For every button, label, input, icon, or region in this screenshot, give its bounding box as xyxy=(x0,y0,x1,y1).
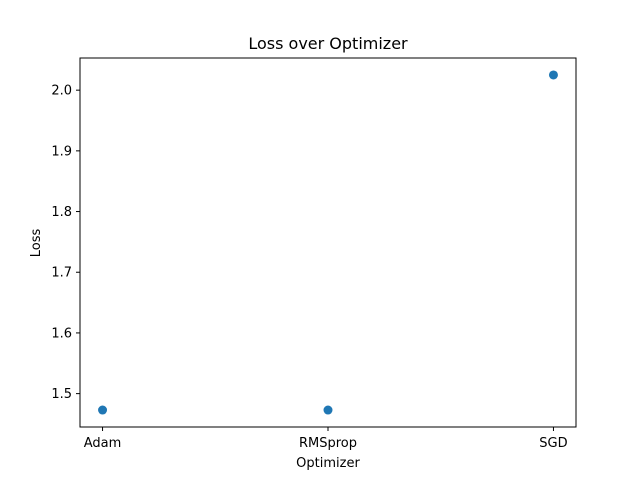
y-tick-label: 1.6 xyxy=(51,326,72,341)
data-points xyxy=(98,70,558,415)
y-tick-label: 1.7 xyxy=(51,266,72,281)
x-axis: Adam RMSprop SGD xyxy=(84,427,568,451)
x-tick-label: SGD xyxy=(539,436,567,451)
y-tick-label: 2.0 xyxy=(51,84,72,99)
plot-area xyxy=(79,57,577,428)
y-tick-label: 1.9 xyxy=(51,144,72,159)
data-point-adam xyxy=(98,405,108,415)
y-axis-label: Loss xyxy=(29,229,44,258)
y-tick-label: 1.8 xyxy=(51,205,72,220)
data-point-sgd xyxy=(548,70,558,80)
x-tick-label: Adam xyxy=(84,436,122,451)
x-axis-label: Optimizer xyxy=(296,456,360,471)
y-tick-label: 1.5 xyxy=(51,387,72,402)
chart-title: Loss over Optimizer xyxy=(248,34,408,53)
y-axis: 1.5 1.6 1.7 1.8 1.9 2.0 xyxy=(51,84,80,402)
data-point-rmsprop xyxy=(323,405,333,415)
plot-frame xyxy=(79,57,577,428)
x-tick-label: RMSprop xyxy=(299,436,357,451)
